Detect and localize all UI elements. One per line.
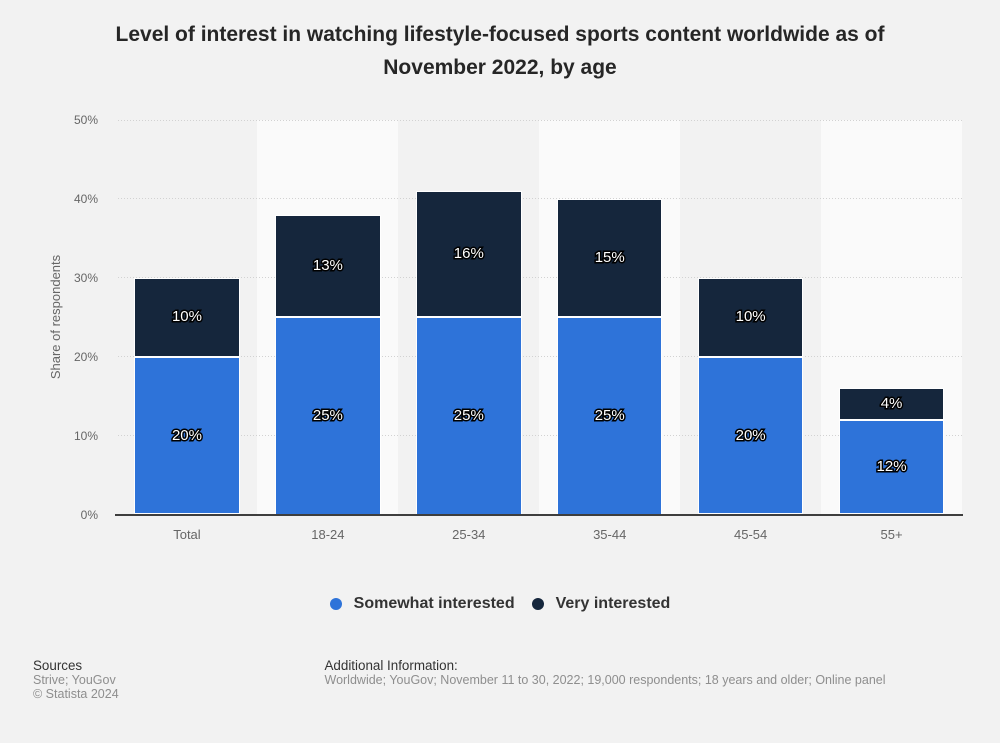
chart-title: Level of interest in watching lifestyle-… [0,18,1000,84]
y-tick-label-40: 40% [73,191,98,206]
gridline-10 [118,435,964,437]
x-category-label-25-34: 25-34 [452,527,486,542]
legend: Somewhat interested Very interested [0,595,1000,613]
legend-item-somewhat-interested[interactable]: Somewhat interested [329,594,515,613]
gridline-50 [118,119,964,121]
gridline-30 [118,277,964,279]
x-category-label-55+: 55+ [880,527,903,542]
bar-segment-very-interested-18-24[interactable] [275,214,381,318]
data-label-35-44-somewhat-interested: 25% [593,406,626,425]
bar-segment-somewhat-interested-55+[interactable] [838,419,945,515]
legend-item-very-interested[interactable]: Very interested [531,594,671,613]
bar-segment-very-interested-25-34[interactable] [416,191,522,318]
gridline-40 [118,198,964,200]
y-tick-label-50: 50% [73,113,98,127]
x-category-label-Total: Total [173,527,201,542]
y-tick-label-10: 10% [73,428,98,443]
y-axis-title: Share of respondents [47,255,63,380]
data-label-18-24-somewhat-interested: 25% [311,406,344,425]
bar-segment-very-interested-35-44[interactable] [556,198,663,318]
bar-segment-very-interested-Total[interactable] [134,277,240,357]
chart-title-line: Level of interest in watching lifestyle-… [115,23,885,46]
legend-label: Somewhat interested [353,594,515,612]
data-label-45-54-somewhat-interested: 20% [734,426,767,445]
chart-title-line: November 2022, by age [383,56,617,79]
data-label-Total-somewhat-interested: 20% [170,426,203,445]
bar-segment-somewhat-interested-45-54[interactable] [697,356,804,515]
x-category-label-35-44: 35-44 [593,527,627,542]
data-label-55+-very-interested: 4% [879,394,904,413]
sources-label: Sources [33,658,83,674]
x-category-label-45-54: 45-54 [733,527,768,542]
additional-info-value: Worldwide; YouGov; November 11 to 30, 20… [324,673,886,688]
bar-segment-somewhat-interested-Total[interactable] [134,356,240,515]
copyright: © Statista 2024 [33,686,119,701]
sources-value: Strive; YouGov [33,673,116,688]
x-category-label-18-24: 18-24 [311,527,345,542]
bar-segment-somewhat-interested-25-34[interactable] [416,317,522,515]
data-label-18-24-very-interested: 13% [311,256,344,275]
data-label-25-34-somewhat-interested: 25% [452,406,485,425]
bar-segment-somewhat-interested-35-44[interactable] [556,317,663,515]
legend-marker-icon [329,597,342,610]
x-axis-line [114,513,963,516]
data-label-Total-very-interested: 10% [170,307,203,326]
data-label-55+-somewhat-interested: 12% [875,457,908,476]
bar-segment-very-interested-45-54[interactable] [697,277,804,357]
data-label-25-34-very-interested: 16% [452,244,485,263]
bar-segment-somewhat-interested-18-24[interactable] [275,317,381,515]
y-tick-label-0: 0% [80,507,98,522]
y-tick-label-20: 20% [73,349,98,364]
additional-info-label: Additional Information: [324,658,458,674]
legend-marker-icon [531,597,544,610]
y-tick-label-30: 30% [73,270,98,285]
data-label-35-44-very-interested: 15% [593,248,626,267]
data-label-45-54-very-interested: 10% [734,307,767,326]
gridline-20 [118,356,964,358]
legend-label: Very interested [555,594,671,612]
bar-segment-very-interested-55+[interactable] [838,388,945,420]
